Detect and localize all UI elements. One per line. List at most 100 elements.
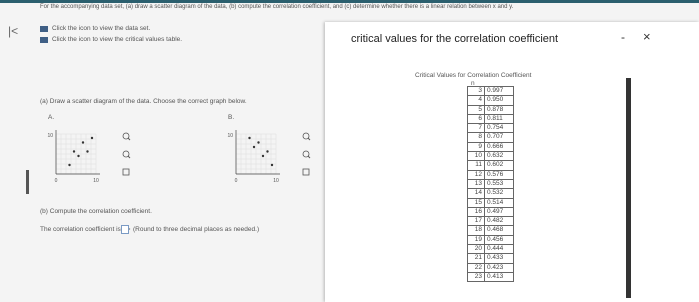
value-cell: 0.456 [484, 234, 514, 246]
n-cell: 9 [467, 141, 485, 153]
value-cell: 0.532 [484, 188, 514, 199]
answer-box[interactable] [121, 225, 129, 234]
value-cell: 0.666 [484, 141, 514, 153]
n-cell: 3 [467, 85, 485, 97]
value-cell: 0.444 [484, 244, 514, 255]
n-cell: 23 [467, 271, 485, 283]
answer-note: (Round to three decimal places as needed… [133, 226, 260, 233]
table-row: 4 0.950 [467, 95, 514, 106]
value-cell: 0.950 [484, 95, 514, 106]
table-row: 22 0.423 [467, 262, 514, 273]
n-cell: 6 [467, 113, 485, 125]
table-row: 13 0.553 [467, 178, 514, 190]
minimize[interactable]: - [621, 30, 625, 44]
value-cell: 0.423 [484, 262, 514, 273]
table-link[interactable]: Click the icon to view the critical valu… [52, 36, 183, 43]
point [252, 145, 256, 149]
table-row: 7 0.754 [467, 123, 514, 134]
n-cell: 17 [467, 216, 485, 227]
point [77, 154, 80, 158]
zoom-handle [307, 155, 311, 159]
n-cell: 12 [467, 169, 485, 180]
dialog: critical values for the correlation coef… [325, 22, 699, 302]
popout-icon[interactable] [302, 168, 310, 176]
point [68, 163, 71, 167]
n-cell: 13 [467, 178, 485, 190]
value-cell: 0.602 [484, 160, 514, 171]
point [90, 136, 94, 140]
zoom-icon[interactable] [302, 132, 310, 140]
n-cell: 15 [467, 197, 485, 208]
value-cell: 0.811 [484, 113, 514, 125]
table-icon[interactable] [40, 37, 48, 43]
dialog-heading: Critical Values for Correlation Coeffici… [415, 72, 532, 79]
n-cell: 22 [467, 262, 485, 273]
value-cell: 0.468 [484, 225, 514, 236]
point [72, 150, 76, 153]
zoom-handle [127, 155, 131, 159]
n-cell: 5 [467, 104, 485, 115]
value-cell: 0.576 [484, 169, 514, 180]
close[interactable]: × [643, 29, 651, 44]
value-cell: 0.482 [484, 216, 514, 227]
dialog-title: critical values for the correlation coef… [351, 33, 559, 45]
value-cell: 0.878 [484, 104, 514, 115]
table-row: 6 0.811 [467, 113, 514, 125]
scatter-option: 10 0 10 [47, 130, 131, 184]
table-row: 23 0.413 [467, 271, 514, 283]
table-row: 12 0.576 [467, 169, 514, 180]
option-label: B. [228, 114, 235, 121]
table-row: 20 0.444 [467, 244, 514, 255]
top-bar [0, 0, 699, 3]
table-row: 17 0.482 [467, 216, 514, 227]
value-cell: 0.413 [484, 271, 514, 283]
table-row: 8 0.707 [467, 132, 514, 143]
n-cell: 11 [467, 160, 485, 171]
value-cell: 0.553 [484, 178, 514, 190]
x-tick-label: 0 [235, 178, 238, 184]
n-cell: 8 [467, 132, 485, 143]
popout-icon[interactable] [122, 168, 130, 176]
y-tick-label: 10 [227, 133, 233, 139]
table-row: 18 0.468 [467, 225, 514, 236]
zoom-handle [307, 137, 311, 141]
point [266, 150, 269, 153]
table-header: n [471, 80, 475, 87]
point [81, 141, 85, 144]
zoom-icon[interactable] [302, 150, 310, 158]
n-cell: 19 [467, 234, 485, 246]
prompt: For the accompanying data set, (a) draw … [40, 4, 514, 10]
point [248, 136, 251, 140]
back-arrow[interactable]: |< [8, 24, 19, 38]
n-cell: 18 [467, 225, 485, 236]
question-b: (b) Compute the correlation coefficient. [40, 208, 152, 215]
value-cell: 0.707 [484, 132, 514, 143]
table-row: 5 0.878 [467, 104, 514, 115]
value-cell: 0.497 [484, 206, 514, 218]
critical-table: 3 0.997 4 0.950 5 0.878 6 0.811 7 0.754 8 0.707 9 0.6… [467, 85, 514, 283]
value-cell: 0.997 [484, 85, 514, 97]
table-row: 9 0.666 [467, 141, 514, 153]
question-a: (a) Draw a scatter diagram of the data. … [40, 98, 247, 105]
table-row: 3 0.997 [467, 85, 514, 97]
zoom-icon[interactable] [122, 150, 130, 158]
table-row: 21 0.433 [467, 253, 514, 264]
value-cell: 0.433 [484, 253, 514, 264]
table-row: 15 0.514 [467, 197, 514, 208]
point [261, 154, 265, 158]
y-tick-label: 10 [47, 133, 53, 139]
table-row: 10 0.632 [467, 151, 514, 162]
value-cell: 0.514 [484, 197, 514, 208]
point [257, 141, 260, 144]
n-cell: 7 [467, 123, 485, 134]
point [270, 163, 274, 167]
x-tick-label: 10 [273, 178, 279, 184]
value-cell: 0.632 [484, 151, 514, 162]
point [86, 150, 89, 153]
data-link[interactable]: Click the icon to view the data set. [52, 25, 151, 32]
zoom-icon[interactable] [122, 132, 130, 140]
scatter-option: 10 0 10 [227, 130, 311, 184]
data-icon[interactable] [40, 26, 48, 32]
table-row: 14 0.532 [467, 188, 514, 199]
n-cell: 21 [467, 253, 485, 264]
